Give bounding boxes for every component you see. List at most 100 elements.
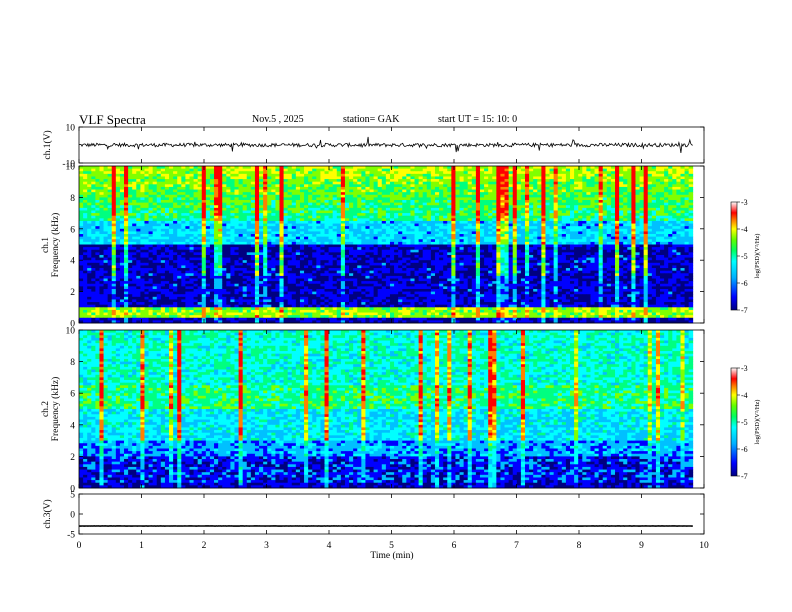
spectrogram-cell (402, 247, 407, 251)
spectrogram-cell (197, 241, 203, 245)
spectrogram-cell (492, 186, 497, 190)
spectrogram-cell (340, 213, 346, 217)
spectrogram-cell (529, 202, 534, 206)
spectrogram-cell (287, 171, 293, 175)
spectrogram-cell (516, 192, 522, 196)
spectrogram-cell (299, 205, 305, 209)
spectrogram-cell (287, 236, 293, 240)
spectrogram-cell (463, 236, 469, 240)
spectrogram-cell (418, 228, 424, 232)
spectrogram-cell (214, 166, 219, 170)
spectrogram-cell (664, 192, 669, 196)
spectrogram-cell (574, 189, 579, 193)
spectrogram-cell (610, 207, 616, 211)
spectrogram-cell (271, 197, 276, 201)
spectrogram-cell (111, 197, 117, 201)
spectrogram-cell (128, 166, 133, 170)
spectrogram-cell (655, 184, 661, 188)
spectrogram-cell (136, 210, 141, 214)
spectrogram-cell (688, 247, 694, 251)
spectrogram-cell (619, 194, 624, 198)
spectrogram-cell (234, 231, 239, 235)
spectrogram-cell (385, 194, 391, 198)
spectrogram-cell (520, 186, 526, 190)
spectrogram-cell (193, 226, 199, 230)
spectrogram-cell (304, 200, 309, 204)
spectrogram-cell (222, 218, 227, 222)
spectrogram-cell (234, 181, 239, 185)
spectrogram-cell (214, 220, 219, 224)
spectrogram-cell (455, 181, 460, 185)
spectrogram-cell (578, 189, 583, 193)
spectrogram-cell (185, 252, 190, 256)
spectrogram-cell (197, 192, 203, 196)
spectrogram-cell (684, 197, 690, 201)
spectrogram-cell (279, 239, 284, 243)
spectrogram-cell (226, 189, 231, 193)
spectrogram-cell (467, 213, 473, 217)
spectrogram-cell (369, 184, 374, 188)
spectrogram-cell (664, 220, 669, 224)
spectrogram-cell (463, 218, 469, 222)
spectrogram-cell (87, 179, 92, 183)
spectrogram-cell (144, 239, 149, 243)
spectrogram-cell (320, 184, 325, 188)
spectrogram-cell (651, 186, 657, 190)
spectrogram-cell (299, 202, 305, 206)
spectrogram-cell (430, 184, 436, 188)
spectrogram-cell (602, 171, 608, 175)
spectrogram-cell (185, 184, 190, 188)
spectrogram-cell (565, 239, 571, 243)
spectrogram-cell (561, 223, 567, 227)
spectrogram-cell (336, 210, 342, 214)
spectrogram-cell (263, 236, 268, 240)
spectrogram-cell (353, 173, 358, 177)
spectrogram-cell (496, 168, 501, 172)
spectrogram-cell (512, 249, 518, 253)
spectrogram-cell (87, 236, 92, 240)
spectrogram-cell (520, 239, 526, 243)
spectrogram-cell (324, 197, 329, 201)
spectrogram-cell (173, 244, 178, 248)
spectrogram-cell (103, 228, 109, 232)
spectrogram-cell (492, 226, 497, 230)
spectrogram-cell (226, 202, 231, 206)
spectrogram-cell (111, 202, 117, 206)
spectrogram-cell (103, 176, 109, 180)
spectrogram-cell (181, 249, 186, 253)
spectrogram-cell (218, 166, 223, 170)
spectrogram-cell (467, 223, 473, 227)
spectrogram-cell (500, 244, 505, 248)
spectrogram-cell (610, 241, 616, 245)
spectrogram-cell (598, 192, 604, 196)
spectrogram-cell (660, 197, 665, 201)
spectrogram-cell (643, 220, 649, 224)
spectrogram-cell (230, 228, 235, 232)
spectrogram-cell (214, 202, 219, 206)
spectrogram-cell (132, 173, 137, 177)
spectrogram-cell (349, 215, 354, 219)
spectrogram-cell (299, 241, 305, 245)
spectrogram-cell (586, 202, 591, 206)
spectrogram-cell (209, 220, 215, 224)
spectrogram-cell (103, 202, 109, 206)
spectrogram-cell (128, 239, 133, 243)
spectrogram-cell (619, 228, 624, 232)
spectrogram-cell (222, 210, 227, 214)
spectrogram-cell (193, 173, 199, 177)
spectrogram-cell (218, 168, 223, 172)
spectrogram-cell (181, 236, 186, 240)
spectrogram-cell (615, 218, 620, 222)
spectrogram-cell (561, 234, 567, 238)
spectrogram-cell (410, 210, 415, 214)
spectrogram-cell (451, 207, 456, 211)
spectrogram-cell (340, 194, 346, 198)
spectrogram-cell (234, 220, 239, 224)
spectrogram-cell (238, 223, 244, 227)
spectrogram-cell (655, 213, 661, 217)
spectrogram-cell (394, 220, 399, 224)
spectrogram-cell (226, 218, 231, 222)
spectrogram-cell (418, 184, 424, 188)
spectrogram-cell (529, 236, 534, 240)
spectrogram-cell (332, 231, 338, 235)
